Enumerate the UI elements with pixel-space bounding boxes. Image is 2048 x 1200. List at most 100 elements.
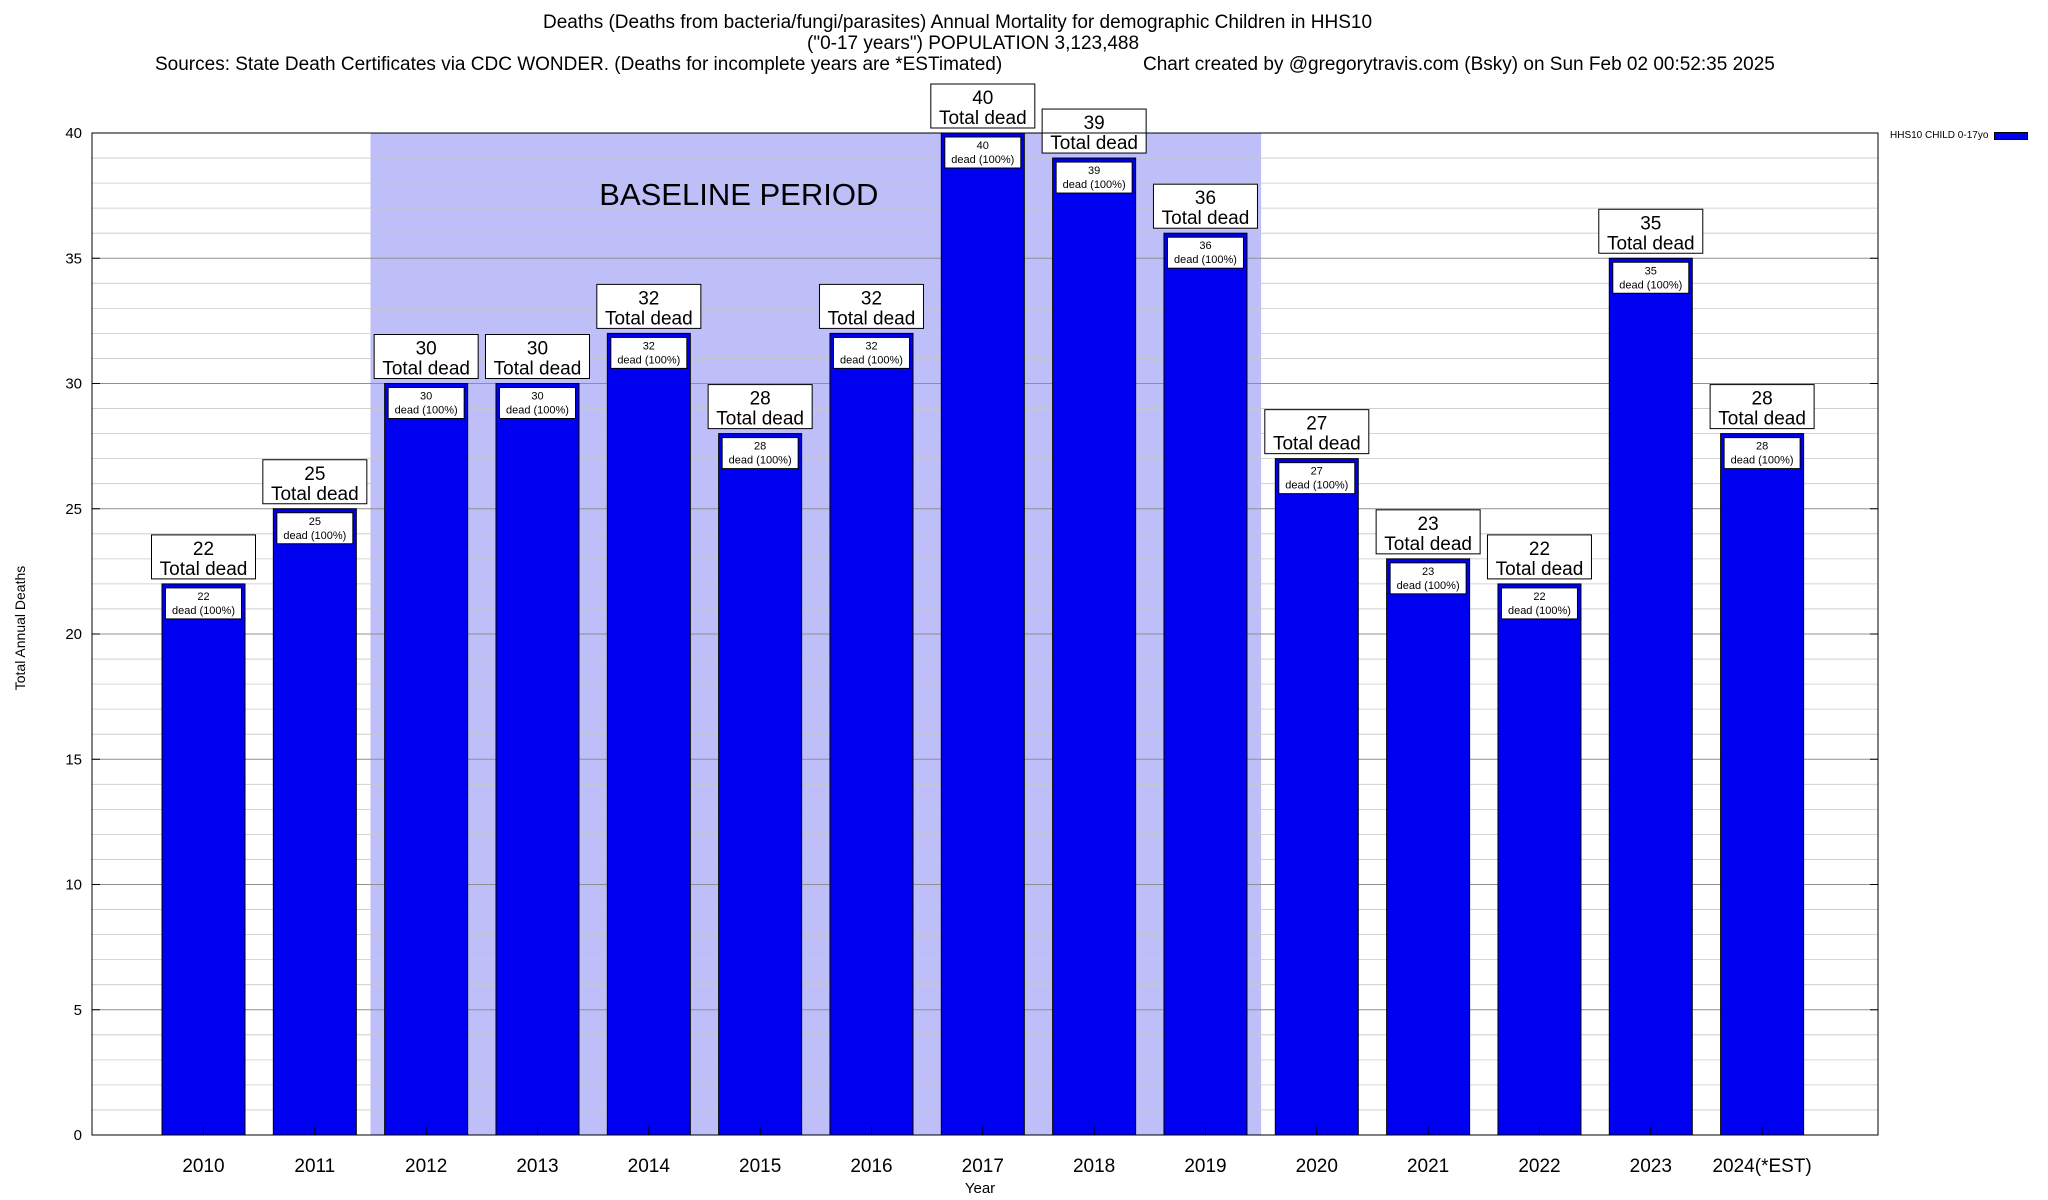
legend-swatch [1994,131,2029,140]
bar-inner-label: dead (100%) [283,530,346,542]
x-tick-label: 2014 [628,1156,671,1177]
x-tick-label: 2024(*EST) [1712,1156,1811,1177]
bar-inner-value: 27 [1311,466,1323,478]
x-tick-label: 2021 [1407,1156,1449,1177]
bar-inner-label-box [1723,437,1801,470]
bar-inner-label-box [832,336,910,369]
bar-inner-value: 32 [865,340,877,352]
bar-inner-value: 40 [977,140,989,152]
bar-top-label-box [596,283,702,329]
bar-inner-label: dead (100%) [951,154,1014,166]
bar [1497,583,1582,1136]
bar-top-label: Total dead [1496,559,1584,580]
x-tick-label: 2022 [1518,1156,1560,1177]
bar [940,132,1025,1136]
bar [829,332,914,1136]
legend-label: HHS10 CHILD 0-17yo [1890,130,1989,141]
bar-inner-value: 28 [1756,441,1768,453]
bar-top-label-box [1041,108,1147,154]
bar-inner-value: 23 [1422,566,1434,578]
bar-inner-label-box [1389,562,1467,595]
bar-inner-value: 30 [531,391,543,403]
bar [1386,558,1471,1136]
bar-top-label: Total dead [1050,133,1138,154]
chart-source: Sources: State Death Certificates via CD… [155,54,1003,75]
bar-inner-label: dead (100%) [506,405,569,417]
bar-top-value: 39 [1084,113,1105,134]
bar-top-value: 28 [1752,389,1773,410]
x-tick-label: 2023 [1630,1156,1672,1177]
bar-inner-label: dead (100%) [172,605,235,617]
bar-inner-value: 22 [1533,591,1545,603]
bar-top-label-box [373,334,479,379]
x-tick-label: 2018 [1073,1156,1115,1177]
y-axis-label: Total Annual Deaths [12,565,28,691]
bar-top-label-box [930,83,1036,129]
y-tick-label: 25 [65,501,82,518]
baseline-label: BASELINE PERIOD [599,177,878,212]
x-tick-label: 2012 [405,1156,447,1177]
bar-top-label-box [1486,534,1592,580]
bar-inner-value: 36 [1199,240,1211,252]
bar [161,583,246,1136]
bar-top-label: Total dead [605,308,693,329]
bar-inner-value: 30 [420,391,432,403]
bar-inner-label: dead (100%) [1285,480,1348,492]
bar-inner-label-box [610,336,688,369]
bar-inner-label: dead (100%) [729,455,792,467]
y-tick-label: 10 [65,877,82,894]
y-tick-label: 30 [65,376,82,393]
bar-top-value: 27 [1306,414,1327,435]
bar [1608,257,1693,1136]
bar [718,433,803,1136]
x-tick-label: 2016 [850,1156,892,1177]
bar-top-label: Total dead [382,359,470,380]
bar-top-value: 36 [1195,188,1216,209]
bar-top-label-box [1709,384,1815,430]
bar-inner-label: dead (100%) [1508,605,1571,617]
bar-top-label: Total dead [271,484,359,505]
bar-top-label-box [1264,409,1370,455]
x-tick-label: 2013 [516,1156,558,1177]
bar [495,383,580,1136]
y-tick-label: 20 [65,626,82,643]
bar [606,332,691,1136]
bar-inner-label-box [1278,462,1356,495]
bar-top-label: Total dead [1162,208,1250,229]
x-tick-label: 2015 [739,1156,781,1177]
bar-inner-value: 25 [309,516,321,528]
bar-inner-label-box [498,387,576,419]
y-tick-label: 15 [65,751,82,768]
bar-inner-label-box [387,387,465,419]
bar-top-label: Total dead [1718,409,1806,430]
bar-top-label-box [1152,183,1258,229]
bar-inner-label: dead (100%) [840,354,903,366]
bar-top-value: 32 [638,288,659,309]
bar-top-label-box [1375,509,1481,555]
bar-inner-label-box [1166,236,1244,269]
bar-inner-label-box [276,512,354,545]
bar-top-label: Total dead [1607,233,1695,254]
bar-inner-value: 39 [1088,165,1100,177]
x-axis-label: Year [964,1180,996,1197]
bar-inner-label: dead (100%) [617,354,680,366]
chart-title: Deaths (Deaths from bacteria/fungi/paras… [543,12,1373,33]
bar-top-value: 25 [304,464,325,485]
bar-inner-label-box [1055,161,1133,194]
bar [1163,232,1248,1136]
bar [1052,157,1137,1136]
bar-inner-label-box [944,136,1022,169]
bar-top-value: 22 [193,539,214,560]
x-tick-label: 2011 [294,1156,335,1177]
bar-inner-label: dead (100%) [1619,279,1682,291]
bar-top-label: Total dead [1384,534,1472,555]
x-tick-label: 2017 [962,1156,1004,1177]
bar-inner-label: dead (100%) [395,405,458,417]
bar-top-value: 22 [1529,539,1550,560]
bar-top-label: Total dead [716,409,804,430]
y-tick-label: 35 [65,250,82,267]
x-tick-label: 2020 [1296,1156,1338,1177]
y-tick-label: 0 [74,1127,82,1144]
bar-inner-label-box [1612,261,1690,294]
bar-top-value: 40 [972,88,993,109]
